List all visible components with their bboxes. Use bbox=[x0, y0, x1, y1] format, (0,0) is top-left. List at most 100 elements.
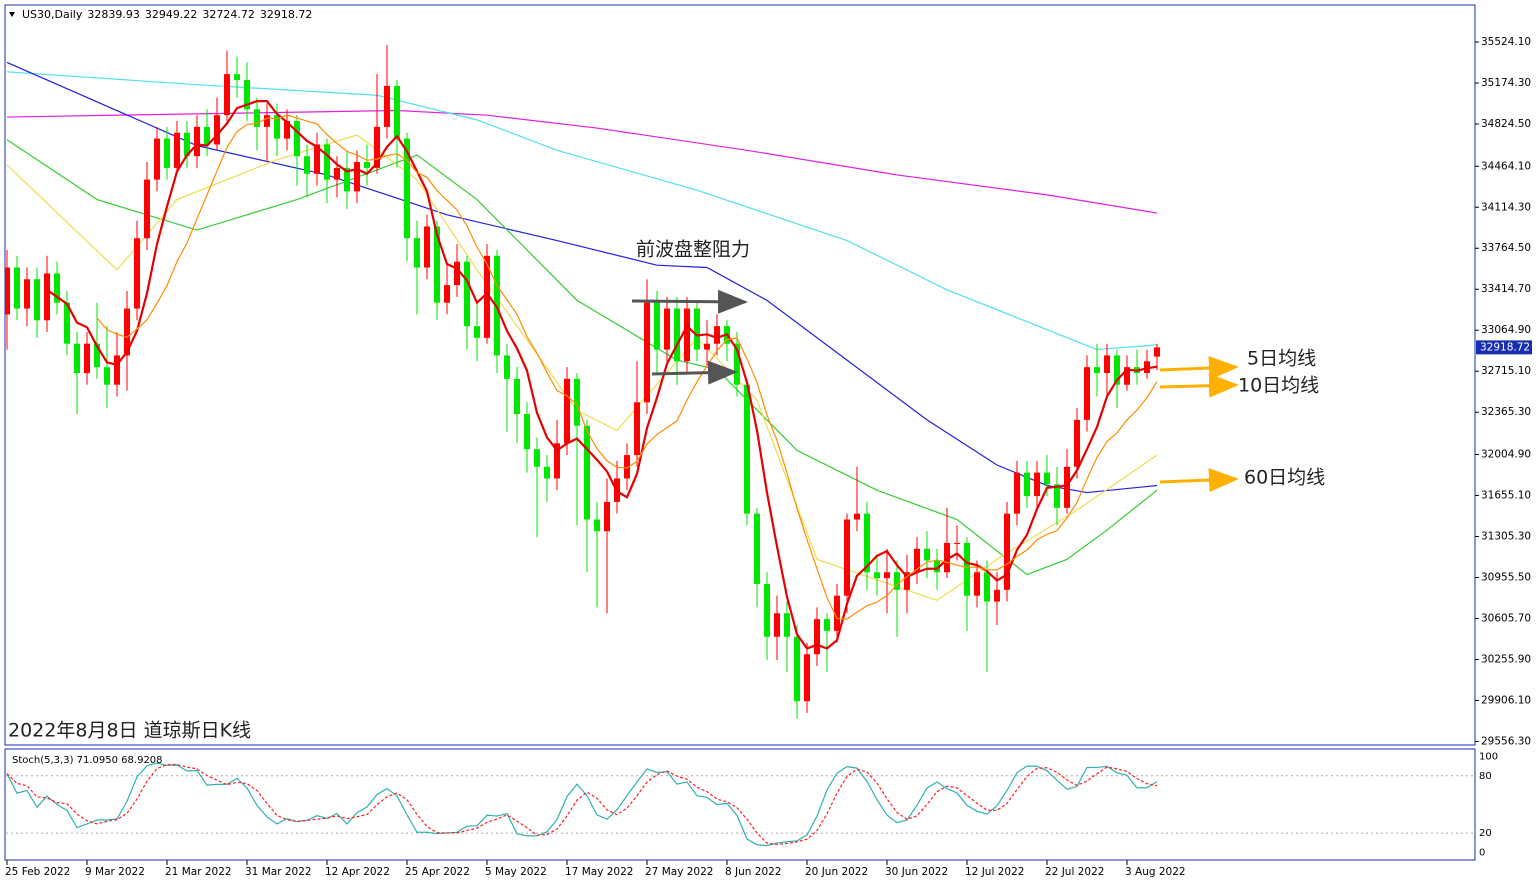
candle-body bbox=[14, 267, 20, 309]
last-low: 32724.72 bbox=[202, 8, 255, 21]
menu-icon bbox=[9, 12, 15, 17]
x-tick-label: 27 May 2022 bbox=[645, 866, 713, 878]
x-tick-label: 12 Jul 2022 bbox=[965, 866, 1024, 878]
candle-body bbox=[1094, 367, 1100, 374]
candle-body bbox=[144, 179, 150, 239]
x-tick-label: 30 Jun 2022 bbox=[885, 866, 948, 878]
candle-body bbox=[134, 238, 140, 309]
candle-body bbox=[54, 273, 60, 303]
candle-body bbox=[5, 267, 10, 315]
annotation: 前波盘整阻力 bbox=[636, 239, 750, 261]
candle-body bbox=[624, 455, 630, 479]
candle-body bbox=[164, 138, 170, 168]
y-tick-label: 35524.10 bbox=[1481, 36, 1531, 48]
candle-body bbox=[24, 279, 30, 309]
stoch-title: Stoch(5,3,3) 71.0950 68.9208 bbox=[12, 755, 163, 766]
candle-body bbox=[1064, 466, 1070, 508]
annotation: 5日均线 bbox=[1247, 348, 1316, 370]
candle-body bbox=[174, 132, 180, 168]
candle-body bbox=[74, 343, 80, 374]
stoch-tick-label: 100 bbox=[1479, 752, 1498, 763]
candle-body bbox=[64, 302, 70, 344]
candle-body bbox=[1004, 513, 1010, 590]
x-tick-label: 25 Apr 2022 bbox=[405, 866, 470, 878]
candle-body bbox=[544, 466, 550, 479]
ma-line bbox=[6, 71, 1158, 351]
y-tick-label: 30605.70 bbox=[1481, 612, 1531, 624]
y-tick-label: 30255.90 bbox=[1481, 653, 1531, 665]
candle-body bbox=[184, 132, 190, 157]
candle-body bbox=[704, 343, 710, 350]
candle-body bbox=[534, 449, 540, 467]
candle-body bbox=[784, 613, 790, 637]
candle-body bbox=[584, 425, 590, 520]
candle-body bbox=[264, 115, 270, 127]
x-tick-label: 22 Jul 2022 bbox=[1045, 866, 1104, 878]
candle-body bbox=[344, 167, 350, 192]
arrow bbox=[1159, 373, 1239, 398]
candle-body bbox=[384, 85, 390, 127]
candle-body bbox=[434, 226, 440, 303]
x-tick-label: 12 Apr 2022 bbox=[325, 866, 390, 878]
candle-body bbox=[1014, 472, 1020, 514]
y-tick-label: 32004.90 bbox=[1481, 448, 1531, 460]
ma-line bbox=[6, 109, 1158, 214]
axes: 35524.10 35174.30 34824.50 34464.10 34114.30… bbox=[5, 36, 1532, 878]
candle-body bbox=[814, 619, 820, 655]
y-tick-label: 31305.30 bbox=[1481, 530, 1531, 542]
y-tick-label: 33064.90 bbox=[1481, 324, 1531, 336]
candle-body bbox=[304, 156, 310, 174]
candle-body bbox=[994, 589, 1000, 602]
candle-body bbox=[364, 162, 370, 168]
y-tick-label: 32365.30 bbox=[1481, 406, 1531, 418]
x-tick-label: 5 May 2022 bbox=[485, 866, 547, 878]
last-open: 32839.93 bbox=[87, 8, 140, 21]
candle-body bbox=[1034, 472, 1040, 497]
candle-body bbox=[654, 302, 660, 350]
candle-body bbox=[324, 144, 330, 180]
candle-body bbox=[394, 85, 400, 139]
candle-body bbox=[444, 285, 450, 303]
candle-body bbox=[694, 308, 700, 350]
candle-body bbox=[594, 519, 600, 532]
candle-body bbox=[794, 636, 800, 702]
candle-body bbox=[204, 126, 210, 145]
candle-body bbox=[244, 80, 250, 110]
y-tick-label: 29906.10 bbox=[1481, 694, 1531, 706]
annotation: 60日均线 bbox=[1244, 467, 1325, 489]
candle-body bbox=[224, 74, 230, 116]
y-tick-label: 31655.10 bbox=[1481, 489, 1531, 501]
candle-body bbox=[94, 343, 100, 368]
candle-body bbox=[1154, 347, 1160, 357]
candle-body bbox=[1124, 367, 1130, 385]
candle-body bbox=[104, 367, 110, 385]
candle-body bbox=[314, 144, 320, 174]
candle-body bbox=[864, 513, 870, 573]
candle-body bbox=[1114, 355, 1120, 385]
y-tick-label: 32715.10 bbox=[1481, 365, 1531, 377]
candle-body bbox=[474, 326, 480, 338]
candle-body bbox=[644, 302, 650, 403]
candle-body bbox=[974, 572, 980, 596]
x-tick-label: 21 Mar 2022 bbox=[165, 866, 232, 878]
header: US30,Daily 32839.93 32949.22 32724.72 32… bbox=[22, 8, 312, 21]
ma-line bbox=[6, 139, 1158, 576]
candle-body bbox=[834, 595, 840, 631]
candle-body bbox=[754, 513, 760, 584]
y-tick-label: 34114.30 bbox=[1481, 201, 1531, 213]
annotation: 10日均线 bbox=[1238, 375, 1319, 397]
last-high: 32949.22 bbox=[144, 8, 198, 21]
x-tick-label: 9 Mar 2022 bbox=[85, 866, 145, 878]
candle-body bbox=[484, 255, 490, 338]
candle-body bbox=[1104, 355, 1110, 374]
chart-title: 2022年8月8日 道琼斯日K线 bbox=[8, 720, 251, 742]
candle-body bbox=[684, 308, 690, 362]
plot-area bbox=[5, 44, 1160, 719]
candle-body bbox=[354, 162, 360, 192]
candle-body bbox=[804, 654, 810, 702]
candle-body bbox=[1084, 367, 1090, 420]
stoch-panel bbox=[4, 748, 1476, 861]
ma-line bbox=[6, 61, 1158, 494]
